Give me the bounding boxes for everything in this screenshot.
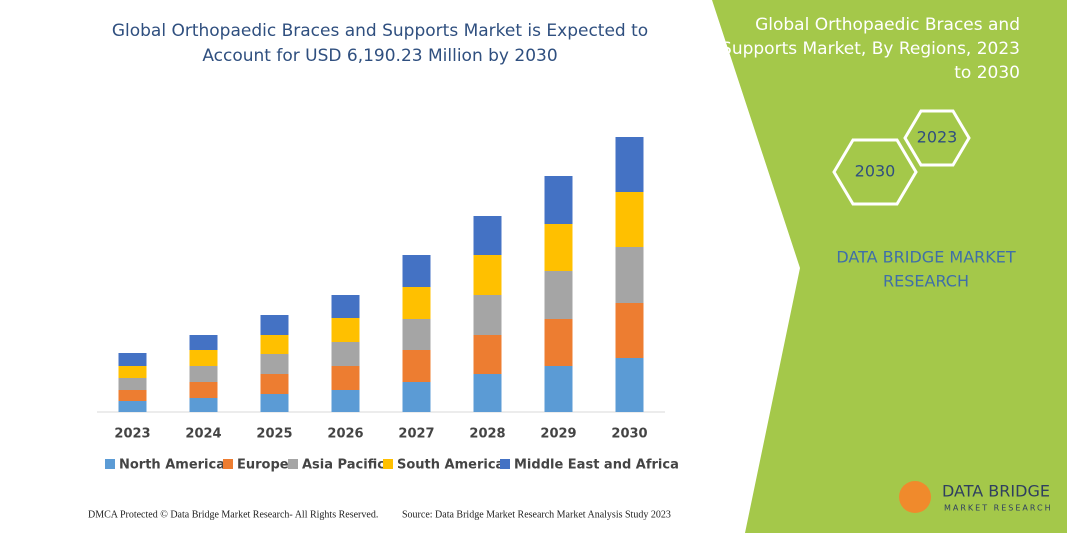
x-tick-label: 2025 [256,427,292,442]
hex-label: 2030 [855,162,896,181]
bar-segment [331,390,360,412]
legend-marker [105,459,115,469]
bar-segment [544,271,573,319]
footer-left: DMCA Protected © Data Bridge Market Rese… [88,509,378,520]
bar-segment [118,366,147,378]
bar-segment [118,378,147,390]
bar-segment [615,247,644,303]
bar-segment [402,287,431,319]
x-tick-label: 2028 [469,427,505,442]
legend-marker [288,459,298,469]
bar-segment [615,192,644,247]
bar-segment [189,366,218,382]
bar-segment [260,374,289,394]
bar-segment [260,335,289,354]
bar-segment [473,335,502,374]
side-title: to 2030 [954,63,1020,83]
bar-segment [544,366,573,412]
bar-segment [615,137,644,192]
bar-segment [402,350,431,382]
hexagon [832,138,918,206]
bar-segment [615,358,644,412]
bar-segment [260,394,289,412]
logo-text: DATA BRIDGE [942,482,1050,501]
bar-segment [402,382,431,412]
x-tick-label: 2030 [611,427,647,442]
legend-label: Middle East and Africa [514,458,679,473]
bar-segment [331,318,360,342]
bar-segment [260,315,289,335]
bar-segment [402,255,431,287]
bar-segment [118,353,147,366]
hex-label: 2023 [917,128,958,147]
bar-segment [402,319,431,350]
legend-label: Europe [237,458,289,473]
bar-segment [331,342,360,366]
legend-marker [223,459,233,469]
x-tick-label: 2029 [540,427,576,442]
bar-segment [189,382,218,398]
bar-segment [544,176,573,224]
bar-segment [331,366,360,390]
x-tick-label: 2026 [327,427,363,442]
bar-segment [544,224,573,271]
legend-label: South America [397,458,504,473]
legend-label: North America [119,458,225,473]
brand-text: RESEARCH [883,272,969,291]
bar-segment [118,401,147,412]
logo-icon [899,481,931,513]
chart-title: Account for USD 6,190.23 Million by 2030 [202,46,557,66]
bar-segment [260,354,289,374]
legend-label: Asia Pacific [302,458,385,473]
bar-segment [331,295,360,318]
bar-segment [615,303,644,358]
x-tick-label: 2027 [398,427,434,442]
bar-segment [118,390,147,401]
side-title: Global Orthopaedic Braces and [755,15,1020,35]
bar-segment [473,295,502,335]
side-panel [712,0,1067,533]
bar-segment [189,350,218,366]
bar-segment [189,398,218,412]
legend-marker [500,459,510,469]
bar-segment [544,319,573,366]
brand-text: DATA BRIDGE MARKET [836,248,1016,267]
bar-segment [473,374,502,412]
side-title: Supports Market, By Regions, 2023 [721,39,1020,59]
x-tick-label: 2024 [185,427,221,442]
bar-segment [473,216,502,255]
logo-text: MARKET RESEARCH [944,504,1053,513]
chart-title: Global Orthopaedic Braces and Supports M… [112,21,648,41]
bar-segment [473,255,502,295]
x-tick-label: 2023 [114,427,150,442]
footer-right: Source: Data Bridge Market Research Mark… [402,509,671,520]
legend-marker [383,459,393,469]
bar-segment [189,335,218,350]
hexagon [903,109,971,167]
